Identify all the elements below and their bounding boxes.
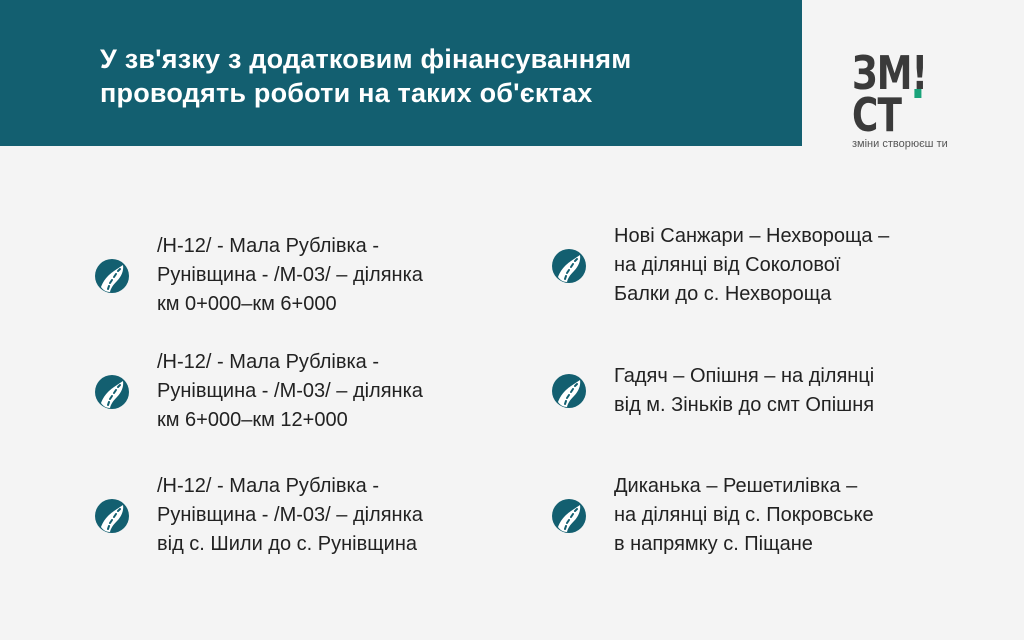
- logo-text: ЗМ! СТ: [852, 46, 928, 142]
- item-line: Гадяч – Опішня – на ділянці: [614, 365, 875, 387]
- road-icon: [95, 374, 129, 409]
- list-item: Гадяч – Опішня – на ділянці від м. Зінькі…: [552, 362, 874, 420]
- item-text: /Н-12/ - Мала Рублівка - Рунівщина - /М-0…: [157, 232, 423, 319]
- item-text: Гадяч – Опішня – на ділянці від м. Зінькі…: [614, 362, 874, 420]
- title-line: У зв'язку з додатковим фінансуванням: [100, 44, 632, 74]
- item-line: /Н-12/ - Мала Рублівка -: [157, 351, 379, 373]
- item-line: Нові Санжари – Нехвороща –: [614, 225, 890, 247]
- item-text: /Н-12/ - Мала Рублівка - Рунівщина - /М-0…: [157, 348, 423, 435]
- logo-tagline: зміни створюєш ти: [852, 138, 948, 150]
- list-item: /Н-12/ - Мала Рублівка - Рунівщина - /М-0…: [95, 472, 423, 559]
- logo: ЗМ! СТ зміни створюєш ти: [852, 46, 972, 150]
- header-banner: У зв'язку з додатковим фінансуванням про…: [0, 0, 802, 146]
- item-line: км 6+000–км 12+000: [157, 409, 348, 431]
- page-title: У зв'язку з додатковим фінансуванням про…: [100, 42, 631, 110]
- list-item: Нові Санжари – Нехвороща – на ділянці від…: [552, 222, 889, 309]
- road-icon: [95, 258, 129, 293]
- item-line: Рунівщина - /М-03/ – ділянка: [157, 380, 423, 402]
- item-line: км 0+000–км 6+000: [157, 293, 337, 315]
- item-line: Рунівщина - /М-03/ – ділянка: [157, 504, 423, 526]
- road-icon: [552, 374, 586, 408]
- road-icon: [552, 498, 586, 533]
- road-icon: [95, 498, 129, 533]
- item-line: від с. Шили до с. Рунівщина: [157, 533, 418, 555]
- item-text: Диканька – Решетилівка – на ділянці від с…: [614, 472, 874, 559]
- road-icon: [552, 248, 586, 283]
- list-item: /Н-12/ - Мала Рублівка - Рунівщина - /М-0…: [95, 348, 423, 435]
- item-line: Диканька – Решетилівка –: [614, 475, 858, 497]
- item-line: від м. Зіньків до смт Опішня: [614, 394, 875, 416]
- list-item: /Н-12/ - Мала Рублівка - Рунівщина - /М-0…: [95, 232, 423, 319]
- item-line: /Н-12/ - Мала Рублівка -: [157, 475, 379, 497]
- item-line: на ділянці від Соколової: [614, 254, 841, 276]
- item-line: на ділянці від с. Покровське: [614, 504, 874, 526]
- item-line: /Н-12/ - Мала Рублівка -: [157, 235, 379, 257]
- item-text: Нові Санжари – Нехвороща – на ділянці від…: [614, 222, 889, 309]
- item-line: в напрямку с. Піщане: [614, 533, 813, 555]
- list-item: Диканька – Решетилівка – на ділянці від с…: [552, 472, 874, 559]
- item-text: /Н-12/ - Мала Рублівка - Рунівщина - /М-0…: [157, 472, 423, 559]
- title-line: проводять роботи на таких об'єктах: [100, 78, 593, 108]
- item-line: Рунівщина - /М-03/ – ділянка: [157, 264, 423, 286]
- item-line: Балки до с. Нехвороща: [614, 283, 832, 305]
